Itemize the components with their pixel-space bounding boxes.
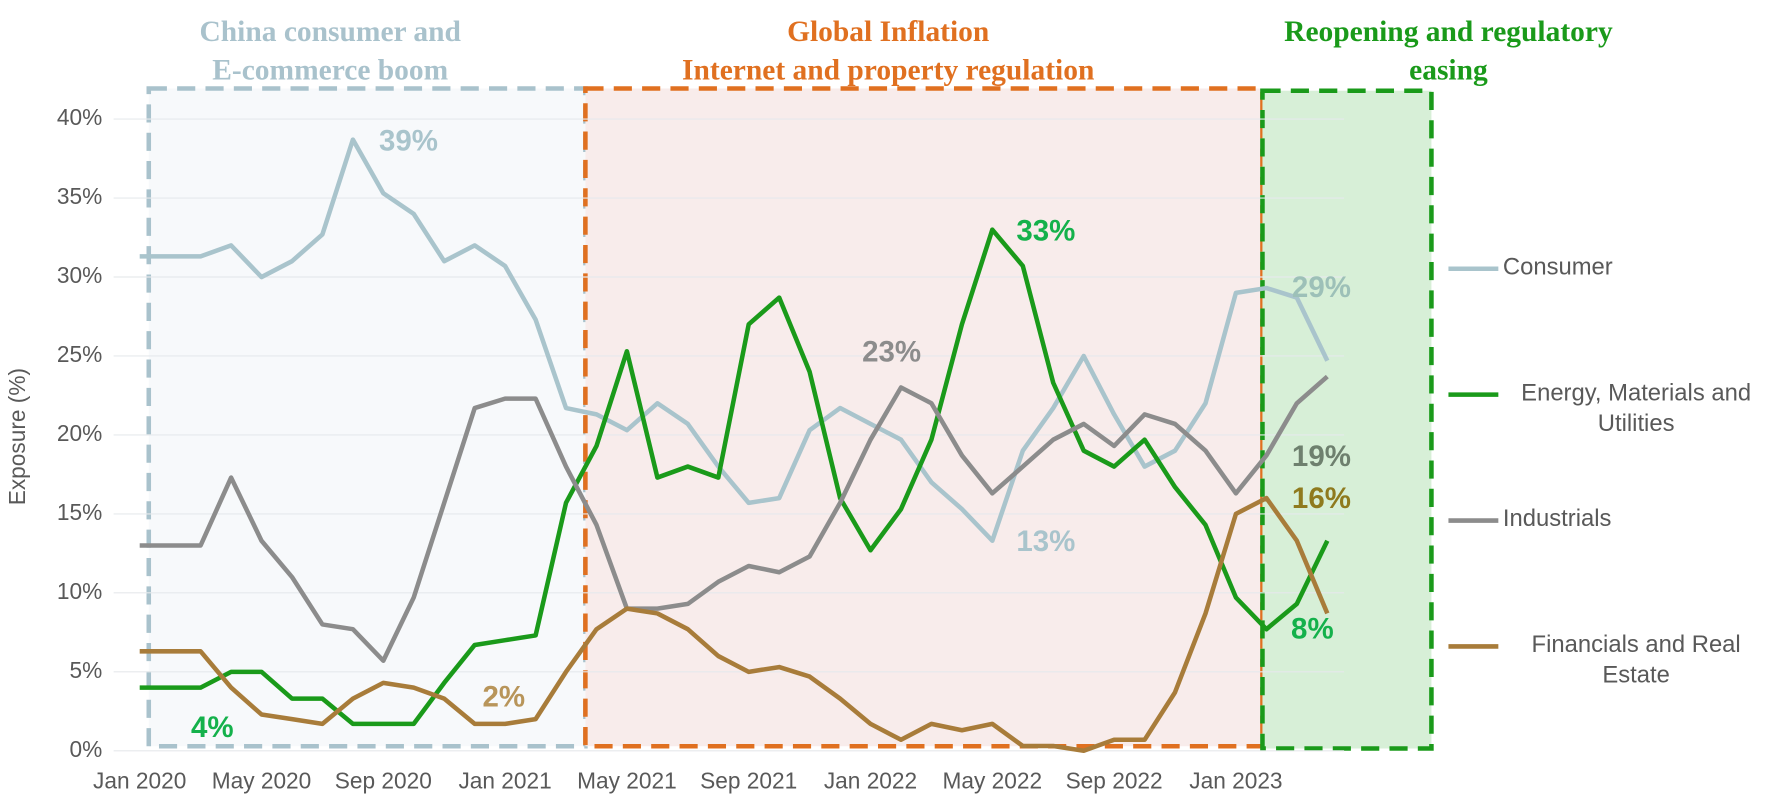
x-tick-label: May 2020 [212,768,312,794]
annotation: 4% [191,711,234,744]
x-tick-label: Jan 2021 [458,768,551,794]
legend-entry: Industrials [1502,505,1612,532]
annotation: 39% [379,125,438,158]
x-tick-label: Jan 2022 [824,768,917,794]
y-tick-label: 35% [57,183,102,209]
series-line [139,137,1330,544]
y-tick-label: 30% [57,262,102,288]
y-tick-label: 10% [57,578,102,604]
legend-entry: Financials and Real Estate [1531,631,1741,689]
annotation: 23% [862,336,921,369]
period-title: China consumer and [199,16,461,48]
annotation: 33% [1016,214,1075,247]
labels: China consumer and E-commerce boom Global … [57,16,1752,794]
x-tick-label: May 2022 [943,768,1043,794]
period-title: E-commerce boom [212,54,448,86]
x-tick-label: Sep 2022 [1066,768,1163,794]
period-title: Internet and property regulation [682,54,1094,86]
annotation: 19% [1292,440,1351,473]
y-axis-label: Exposure (%) [4,368,30,505]
legend-label: Industrials [1502,505,1612,532]
x-tick-label: Jan 2023 [1189,768,1282,794]
period-box [1260,88,1434,751]
y-tick-label: 40% [57,104,102,130]
annotation: 29% [1292,271,1351,304]
grid [113,118,1345,752]
period-box [146,86,588,749]
period-boxes [146,86,1434,751]
y-tick-label: 20% [57,420,102,446]
legend-label: Consumer [1502,254,1613,281]
x-tick-label: Sep 2020 [335,768,432,794]
annotation: 2% [482,680,525,713]
annotation: 16% [1292,482,1351,515]
x-tick-label: Sep 2021 [700,768,797,794]
x-tick-label: May 2021 [577,768,677,794]
lines [139,137,1330,754]
legend-label: Financials and Real Estate [1531,631,1741,689]
y-tick-label: 25% [57,341,102,367]
series-line [139,374,1329,663]
annotation: 13% [1016,525,1075,558]
annotation: 8% [1291,612,1334,645]
period-title: Global Inflation [787,16,989,48]
period-title: easing [1409,54,1488,86]
period-title: Reopening and regulatory [1284,16,1613,48]
y-tick-label: 5% [69,657,102,683]
y-tick-label: 0% [69,736,102,762]
legend-label: Energy, Materials and Utilities [1521,379,1752,437]
x-tick-label: Jan 2020 [93,768,186,794]
y-tick-label: 15% [57,499,102,525]
legend-entry: Consumer [1502,254,1613,281]
legend-entry: Energy, Materials and Utilities [1521,379,1752,437]
series-line [139,495,1330,754]
